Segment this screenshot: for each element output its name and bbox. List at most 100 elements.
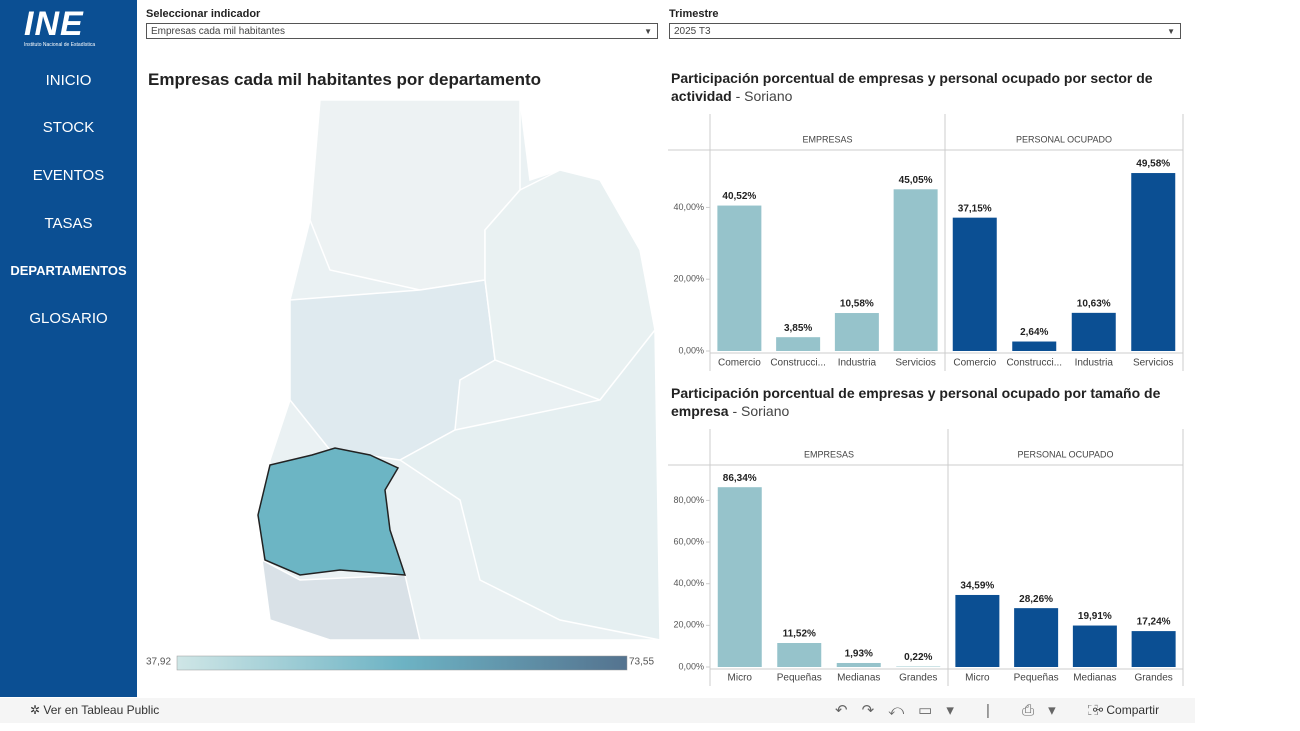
bar <box>1012 341 1057 351</box>
value-label: 19,91% <box>1078 611 1112 622</box>
value-label: 28,26% <box>1019 594 1053 605</box>
bar <box>717 487 762 667</box>
facet-header: EMPRESAS <box>802 134 852 144</box>
bar <box>717 205 762 351</box>
y-tick-label: 20,00% <box>673 274 704 284</box>
value-label: 17,24% <box>1137 617 1171 628</box>
section-title: Participación porcentual de empresas y p… <box>671 69 1186 105</box>
dropdown[interactable]: 2025 T3 ▼ <box>669 23 1181 39</box>
bar <box>893 189 938 351</box>
filter-label: Trimestre <box>669 8 719 20</box>
map-region-selected[interactable] <box>257 447 407 576</box>
nav-item[interactable]: EVENTOS <box>32 167 105 184</box>
value-label: 10,58% <box>840 299 874 310</box>
nav-item[interactable]: INICIO <box>45 72 92 89</box>
bar <box>777 643 822 667</box>
map-title: Empresas cada mil habitantes por departa… <box>148 70 542 89</box>
x-tick-label: Pequeñas <box>777 673 822 684</box>
x-tick-label: Comercio <box>953 358 996 369</box>
value-label: 2,64% <box>1020 327 1048 338</box>
value-label: 10,63% <box>1077 298 1111 309</box>
toolbar: ✲ Ver en Tableau Public ↶↷⤺▭▾ | ⎙▾ ⛶ ⚯ C… <box>0 698 1195 723</box>
map-region <box>289 279 496 461</box>
dropdown[interactable]: Empresas cada mil habitantes ▼ <box>146 23 658 39</box>
dropdown-arrow: ▼ <box>1167 27 1175 36</box>
filter-label: Seleccionar indicador <box>146 8 261 20</box>
dropdown-value: 2025 T3 <box>674 26 711 37</box>
nav-item[interactable]: TASAS <box>44 215 93 232</box>
nav-item[interactable]: DEPARTAMENTOS <box>10 263 127 278</box>
x-tick-label: Micro <box>965 673 990 684</box>
dropdown-arrow: ▼ <box>644 27 652 36</box>
y-tick-label: 0,00% <box>678 345 704 355</box>
toolbar-icons[interactable]: ↶↷⤺▭▾ | ⎙▾ ⛶ <box>835 702 1113 719</box>
x-tick-label: Comercio <box>718 358 761 369</box>
value-label: 34,59% <box>960 581 994 592</box>
x-tick-label: Pequeñas <box>1014 673 1059 684</box>
sidebar: INE Instituto Nacional de Estadística IN… <box>0 0 137 697</box>
map-region <box>261 558 421 641</box>
legend-min: 37,92 <box>146 657 171 668</box>
y-tick-label: 40,00% <box>673 202 704 212</box>
bar <box>836 662 881 667</box>
value-label: 1,93% <box>845 649 873 660</box>
bar <box>776 337 821 351</box>
share-button[interactable]: ⚯ Compartir <box>1093 703 1160 717</box>
y-tick-label: 80,00% <box>673 495 704 505</box>
y-tick-label: 40,00% <box>673 578 704 588</box>
x-tick-label: Micro <box>728 673 753 684</box>
value-label: 0,22% <box>904 652 932 663</box>
x-tick-label: Grandes <box>899 673 937 684</box>
x-tick-label: Medianas <box>837 673 880 684</box>
value-label: 37,15% <box>958 203 992 214</box>
section-region: - Soriano <box>732 403 790 419</box>
bar <box>1071 312 1116 351</box>
value-label: 40,52% <box>722 191 756 202</box>
map <box>257 99 661 641</box>
tableau-link-text: Ver en Tableau Public <box>43 703 160 717</box>
bar <box>834 313 879 351</box>
value-label: 45,05% <box>899 175 933 186</box>
section-title-text: Participación porcentual de empresas y p… <box>671 70 1153 104</box>
bar <box>1072 625 1117 667</box>
value-label: 11,52% <box>783 629 816 640</box>
x-tick-label: Servicios <box>1133 358 1174 369</box>
bar <box>1131 173 1176 351</box>
bar <box>1131 631 1176 667</box>
section-title-text: Participación porcentual de empresas y p… <box>671 385 1161 419</box>
x-tick-label: Industria <box>838 358 877 369</box>
x-tick-label: Construcci... <box>1006 358 1062 369</box>
legend-max: 73,55 <box>629 657 654 668</box>
nav-item[interactable]: STOCK <box>42 119 95 136</box>
logo: INE Instituto Nacional de Estadística <box>24 6 116 50</box>
tableau-link[interactable]: ✲ Ver en Tableau Public <box>30 703 160 717</box>
x-tick-label: Construcci... <box>770 358 826 369</box>
x-tick-label: Medianas <box>1073 673 1116 684</box>
section-region: - Soriano <box>735 88 793 104</box>
map-region <box>484 169 656 401</box>
y-tick-label: 20,00% <box>673 620 704 630</box>
value-label: 49,58% <box>1136 159 1170 170</box>
section-title: Participación porcentual de empresas y p… <box>671 384 1186 420</box>
nav-item[interactable]: GLOSARIO <box>29 310 108 327</box>
x-tick-label: Servicios <box>895 358 936 369</box>
bar <box>1014 608 1059 667</box>
logo-caption: Instituto Nacional de Estadística <box>24 42 96 48</box>
facet-header: EMPRESAS <box>804 449 854 459</box>
x-tick-label: Industria <box>1075 358 1114 369</box>
map-legend-ramp <box>176 655 628 671</box>
share-text: Compartir <box>1106 703 1160 717</box>
logo-text: INE <box>24 5 84 43</box>
facet-header: PERSONAL OCUPADO <box>1017 449 1113 459</box>
map-region <box>398 327 661 641</box>
value-label: 3,85% <box>784 323 812 334</box>
y-tick-label: 0,00% <box>678 661 704 671</box>
facet-header: PERSONAL OCUPADO <box>1016 134 1112 144</box>
bar <box>952 217 997 351</box>
value-label: 86,34% <box>723 473 757 484</box>
bar <box>955 594 1000 667</box>
x-tick-label: Grandes <box>1134 673 1172 684</box>
dropdown-value: Empresas cada mil habitantes <box>151 26 285 37</box>
